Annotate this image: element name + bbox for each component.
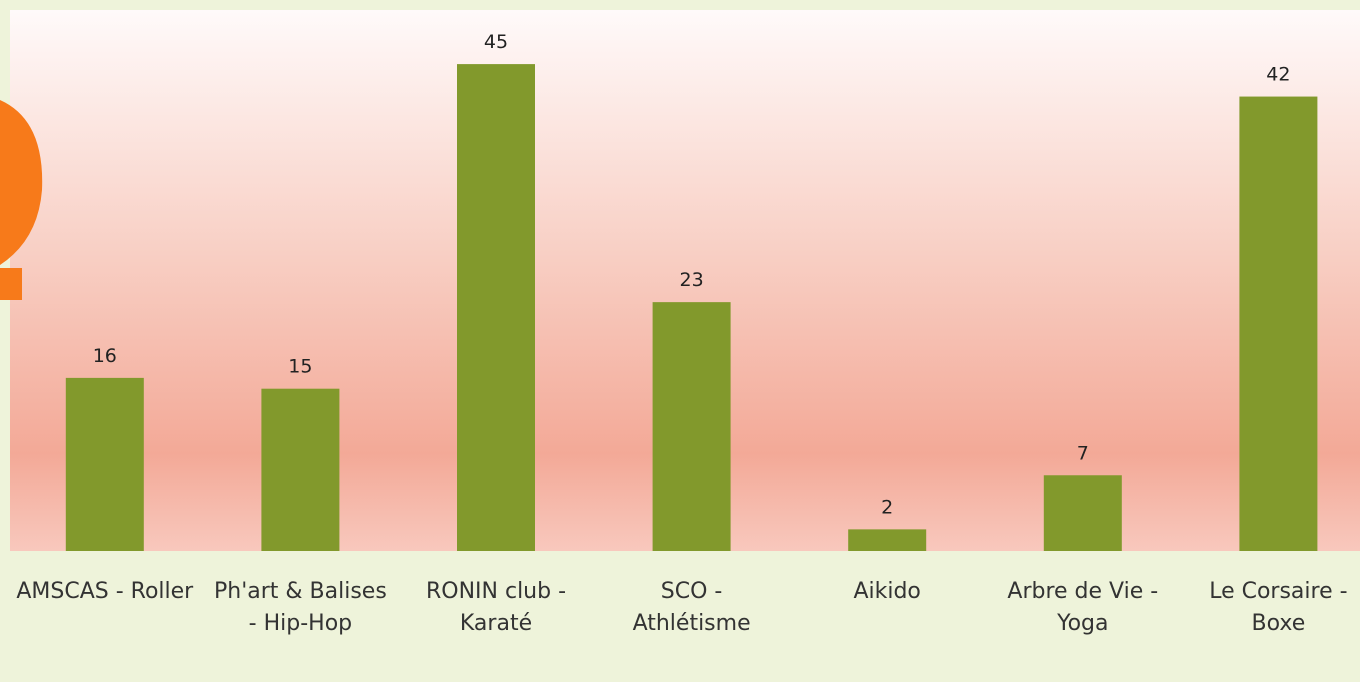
- x-tick-label: Ph'art & Balises - Hip-Hop: [213, 579, 387, 636]
- bar: [261, 388, 340, 551]
- value-label: 16: [93, 345, 117, 367]
- x-tick-label: RONIN club - Karaté: [425, 579, 567, 636]
- value-label: 7: [1077, 442, 1089, 464]
- bar: [848, 529, 927, 551]
- x-tick-label: Aikido: [853, 579, 921, 604]
- bar: [65, 377, 144, 551]
- value-label: 45: [484, 31, 508, 53]
- x-tick-label: AMSCAS - Roller: [16, 579, 194, 604]
- bar: [652, 302, 731, 551]
- bar: [457, 64, 535, 551]
- value-label: 23: [680, 269, 704, 291]
- x-tick-label: Arbre de Vie - Yoga: [1007, 579, 1159, 636]
- value-label: 2: [881, 496, 893, 518]
- value-label: 42: [1266, 64, 1290, 86]
- value-label: 15: [288, 356, 312, 378]
- x-tick-label: Le Corsaire - Boxe: [1209, 579, 1348, 636]
- bar: [1239, 96, 1318, 551]
- decoration: [0, 100, 43, 300]
- bar: [1043, 475, 1122, 551]
- x-tick-label: SCO - Athlétisme: [632, 579, 751, 636]
